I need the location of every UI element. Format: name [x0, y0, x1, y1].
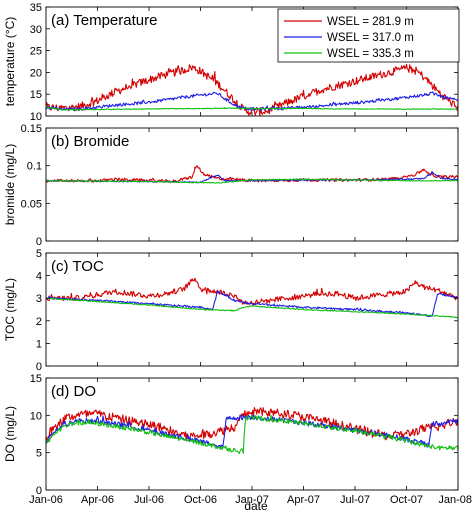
panel-toc: 0 1 2 3 4 5 (c) TOC TOC (mg/L)	[3, 248, 459, 373]
panel-title-do: (d) DO	[51, 383, 96, 400]
y-tick-label-temperature: 20	[30, 67, 42, 79]
y-tick-label-bromide: 0	[36, 236, 42, 248]
y-tick-label-toc: 4	[36, 271, 42, 283]
legend: WSEL = 281.9 m WSEL = 317.0 m WSEL = 335…	[277, 8, 460, 63]
series-group-toc	[46, 277, 458, 319]
x-tick-label: Jan-07	[235, 494, 269, 506]
series-group-temperature	[46, 63, 458, 116]
y-tick-label-do: 0	[36, 485, 42, 497]
y-axis-label-bromide: bromide (mg/L)	[3, 144, 17, 225]
series-group-bromide	[46, 165, 458, 184]
y-tick-label-bromide: 0.15	[21, 123, 42, 135]
y-tick-label-bromide: 0.1	[27, 161, 42, 173]
y-axis-label-temperature: temperature (°C)	[3, 17, 17, 107]
series-line-bromide-3	[46, 178, 458, 184]
legend-entry-2: WSEL = 335.3 m	[327, 48, 414, 60]
x-tick-label: Oct-06	[184, 494, 217, 506]
series-line-toc-3	[46, 297, 458, 319]
panel-do: 0 5 10 15 Jan-06 Apr-06 Jul-06 Oct-06 Jan-07 Apr-…	[3, 373, 472, 506]
y-tick-label-toc: 0	[36, 361, 42, 373]
panel-bromide: 0 0.05 0.1 0.15 (b) Bromide bromide (mg/L)	[3, 123, 459, 248]
legend-box	[277, 8, 460, 63]
panel-title-bromide: (b) Bromide	[51, 133, 129, 150]
y-axis-label-do: DO (mg/L)	[3, 406, 17, 462]
series-line-do-3	[46, 414, 458, 455]
x-tick-label: Jan-08	[438, 494, 472, 506]
y-tick-label-temperature: 35	[30, 2, 42, 14]
y-tick-label-toc: 1	[36, 338, 42, 350]
series-line-temperature-3	[46, 106, 458, 111]
y-tick-label-toc: 3	[36, 293, 42, 305]
panel-temperature: 10 15 20 25 30 35 (a) Temperature temperature (…	[3, 2, 459, 123]
y-tick-label-temperature: 10	[30, 111, 42, 123]
y-tick-label-temperature: 15	[30, 89, 42, 101]
y-tick-label-temperature: 30	[30, 24, 42, 36]
y-tick-label-toc: 5	[36, 248, 42, 260]
x-tick-label: Jul-07	[340, 494, 370, 506]
y-tick-label-bromide: 0.05	[21, 198, 42, 210]
x-tick-label: Jan-06	[29, 494, 63, 506]
legend-entry-0: WSEL = 281.9 m	[327, 16, 414, 28]
series-group-do	[46, 407, 458, 455]
x-tick-label: Oct-07	[390, 494, 423, 506]
y-tick-label-temperature: 25	[30, 46, 42, 58]
y-tick-label-do: 5	[36, 448, 42, 460]
y-axis-label-toc: TOC (mg/L)	[3, 278, 17, 341]
x-axis-label: date	[244, 499, 268, 513]
series-line-temperature-1	[46, 63, 458, 116]
panel-title-temperature: (a) Temperature	[51, 12, 157, 29]
panel-title-toc: (c) TOC	[51, 258, 104, 275]
x-tick-label: Jul-06	[134, 494, 164, 506]
series-line-toc-2	[46, 290, 458, 318]
legend-entry-1: WSEL = 317.0 m	[327, 32, 414, 44]
y-tick-label-do: 15	[30, 373, 42, 385]
x-tick-label: Apr-07	[287, 494, 320, 506]
y-tick-label-toc: 2	[36, 316, 42, 328]
x-tick-label: Apr-06	[81, 494, 114, 506]
series-line-temperature-2	[46, 91, 458, 112]
y-tick-label-do: 10	[30, 410, 42, 422]
